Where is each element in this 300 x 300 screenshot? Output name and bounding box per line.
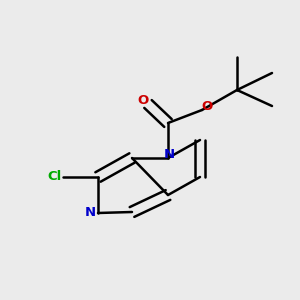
Text: Cl: Cl (48, 170, 62, 184)
Text: O: O (137, 94, 148, 107)
Text: O: O (201, 100, 212, 113)
Text: N: N (164, 148, 175, 161)
Text: N: N (85, 206, 96, 220)
